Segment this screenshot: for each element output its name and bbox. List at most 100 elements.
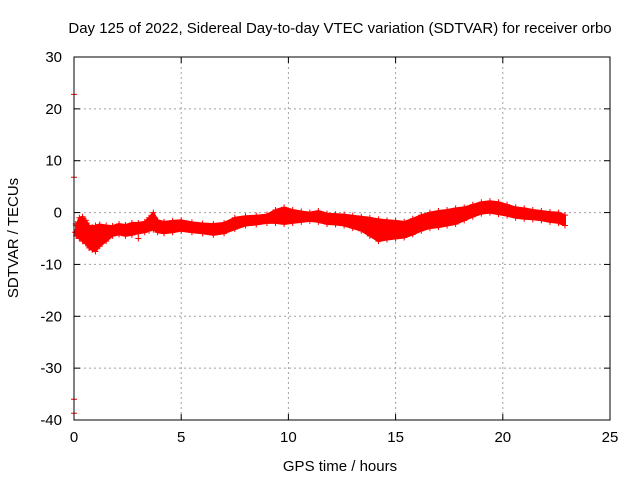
data-point <box>323 220 330 227</box>
series-band <box>75 200 566 253</box>
data-point <box>169 217 176 224</box>
data-point <box>210 231 217 238</box>
data-point <box>469 201 476 208</box>
y-tick-label: 0 <box>54 205 62 222</box>
data-point <box>272 219 279 226</box>
data-point <box>444 206 451 213</box>
data-point <box>289 219 296 226</box>
data-point <box>375 238 382 245</box>
data-point <box>332 211 339 218</box>
data-point <box>79 213 86 220</box>
data-point <box>188 229 195 236</box>
data-point <box>272 206 279 213</box>
data-point <box>242 213 249 220</box>
data-point <box>122 222 129 229</box>
y-tick-label: 20 <box>45 101 62 118</box>
data-point <box>298 218 305 225</box>
data-point <box>141 229 148 236</box>
data-point <box>89 224 96 231</box>
data-point <box>512 214 519 221</box>
outlier-point <box>135 235 142 242</box>
x-axis-label: GPS time / hours <box>283 458 397 475</box>
x-tick-label: 20 <box>494 429 511 446</box>
data-point <box>561 222 568 229</box>
data-point <box>561 212 568 219</box>
data-point <box>103 222 110 229</box>
data-point <box>504 212 511 219</box>
x-tick-label: 0 <box>70 429 78 446</box>
data-point <box>461 217 468 224</box>
y-tick-label: -10 <box>40 256 62 273</box>
data-point <box>486 198 493 205</box>
data-point <box>92 222 99 229</box>
data-point <box>199 230 206 237</box>
data-point <box>221 219 228 226</box>
data-point <box>426 225 433 232</box>
chart-title: Day 125 of 2022, Sidereal Day-to-day VTE… <box>68 20 611 37</box>
data-point <box>281 204 288 211</box>
data-point <box>210 220 217 227</box>
data-point <box>116 231 123 238</box>
data-point <box>538 217 545 224</box>
data-point <box>135 219 142 226</box>
y-tick-label: -40 <box>40 412 62 429</box>
data-point <box>409 231 416 238</box>
data-point <box>96 243 103 250</box>
data-point <box>384 236 391 243</box>
data-point <box>231 226 238 233</box>
data-point <box>444 222 451 229</box>
data-point <box>332 221 339 228</box>
data-point <box>221 230 228 237</box>
data-point <box>341 222 348 229</box>
data-point <box>418 227 425 234</box>
data-point <box>122 232 129 239</box>
data-point <box>188 219 195 226</box>
data-point <box>521 205 528 212</box>
plot-frame <box>73 56 611 421</box>
data-point <box>161 230 168 237</box>
data-point <box>418 212 425 219</box>
data-point <box>86 244 93 251</box>
data-point <box>366 214 373 221</box>
data-point <box>116 220 123 227</box>
data-point <box>375 216 382 223</box>
data-point <box>306 209 313 216</box>
data-point <box>89 246 96 253</box>
data-point <box>555 209 562 216</box>
data-point <box>495 211 502 218</box>
data-point <box>452 205 459 212</box>
data-point <box>150 226 157 233</box>
outlier-point <box>72 229 79 236</box>
data-point <box>529 206 536 213</box>
y-tick-label: -30 <box>40 360 62 377</box>
data-point <box>555 219 562 226</box>
data-point <box>76 235 83 242</box>
data-point <box>486 209 493 216</box>
data-point <box>401 234 408 241</box>
data-point <box>384 217 391 224</box>
data-point <box>461 204 468 211</box>
data-point <box>146 214 153 221</box>
y-axis-label: SDTVAR / TECUs <box>5 178 22 298</box>
data-point <box>478 199 485 206</box>
data-point <box>426 209 433 216</box>
data-point <box>349 212 356 219</box>
data-point <box>146 227 153 234</box>
data-point <box>242 222 249 229</box>
data-point <box>546 218 553 225</box>
data-point <box>538 208 545 215</box>
data-point <box>504 201 511 208</box>
y-tick-label: 10 <box>45 153 62 170</box>
data-point <box>231 214 238 221</box>
data-point <box>315 218 322 225</box>
data-point <box>358 213 365 220</box>
data-point <box>323 210 330 217</box>
data-point <box>341 211 348 218</box>
data-point <box>349 225 356 232</box>
data-point <box>154 229 161 236</box>
data-point <box>161 218 168 225</box>
data-point <box>281 220 288 227</box>
data-point <box>92 248 99 255</box>
data-point <box>253 212 260 219</box>
